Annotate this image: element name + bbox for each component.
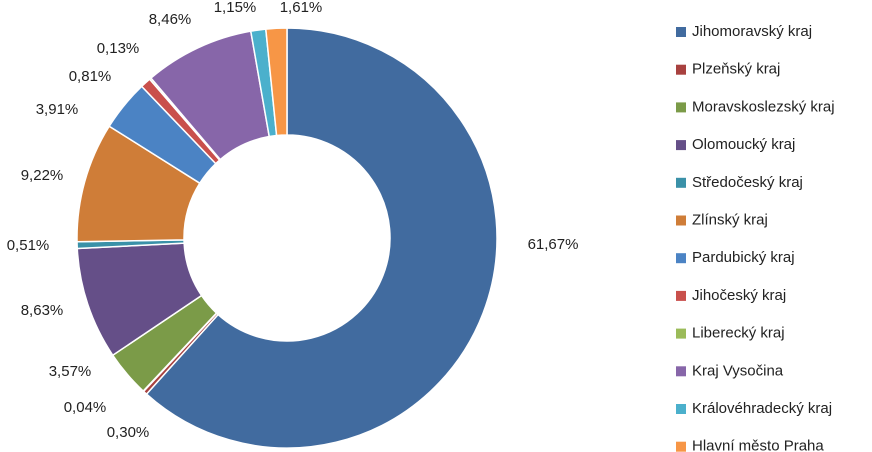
legend-label: Hlavní město Praha [692,438,824,452]
data-label: 0,30% [107,424,150,441]
legend-swatch [676,441,686,452]
donut-slice [264,27,288,137]
legend-label: Zlínský kraj [692,211,768,228]
data-label: 0,04% [64,399,107,416]
data-label: 3,57% [49,363,92,380]
legend-label: Liberecký kraj [692,325,785,342]
legend-swatch [676,253,686,264]
legend-label: Jihomoravský kraj [692,23,812,40]
data-label: 9,22% [21,167,64,184]
legend-label: Moravskoslezský kraj [692,98,835,115]
legend-swatch [676,290,686,301]
data-label: 0,81% [69,68,112,85]
legend-swatch [676,328,686,339]
data-label: 0,13% [97,40,140,57]
data-label: 1,15% [214,0,257,16]
legend-label: Plzeňský kraj [692,61,780,78]
legend-label: Středočeský kraj [692,174,803,191]
data-label: 61,67% [528,236,579,253]
legend-swatch [676,64,686,75]
legend-swatch [676,366,686,377]
legend-swatch [676,140,686,151]
data-label: 0,51% [7,237,50,254]
legend-label: Královéhradecký kraj [692,400,832,417]
legend-label: Kraj Vysočina [692,362,784,379]
legend-swatch [676,102,686,113]
legend-swatch [676,404,686,414]
legend-label: Jihočeský kraj [692,287,786,304]
legend-swatch [676,27,686,37]
legend-label: Pardubický kraj [692,249,795,266]
legend-swatch [676,215,686,226]
data-label: 1,61% [280,0,323,16]
donut-slice [145,27,498,449]
data-label: 8,46% [149,11,192,28]
legend-label: Olomoucký kraj [692,136,795,153]
data-label: 8,63% [21,302,64,319]
legend-swatch [676,177,686,188]
data-label: 3,91% [36,101,79,118]
